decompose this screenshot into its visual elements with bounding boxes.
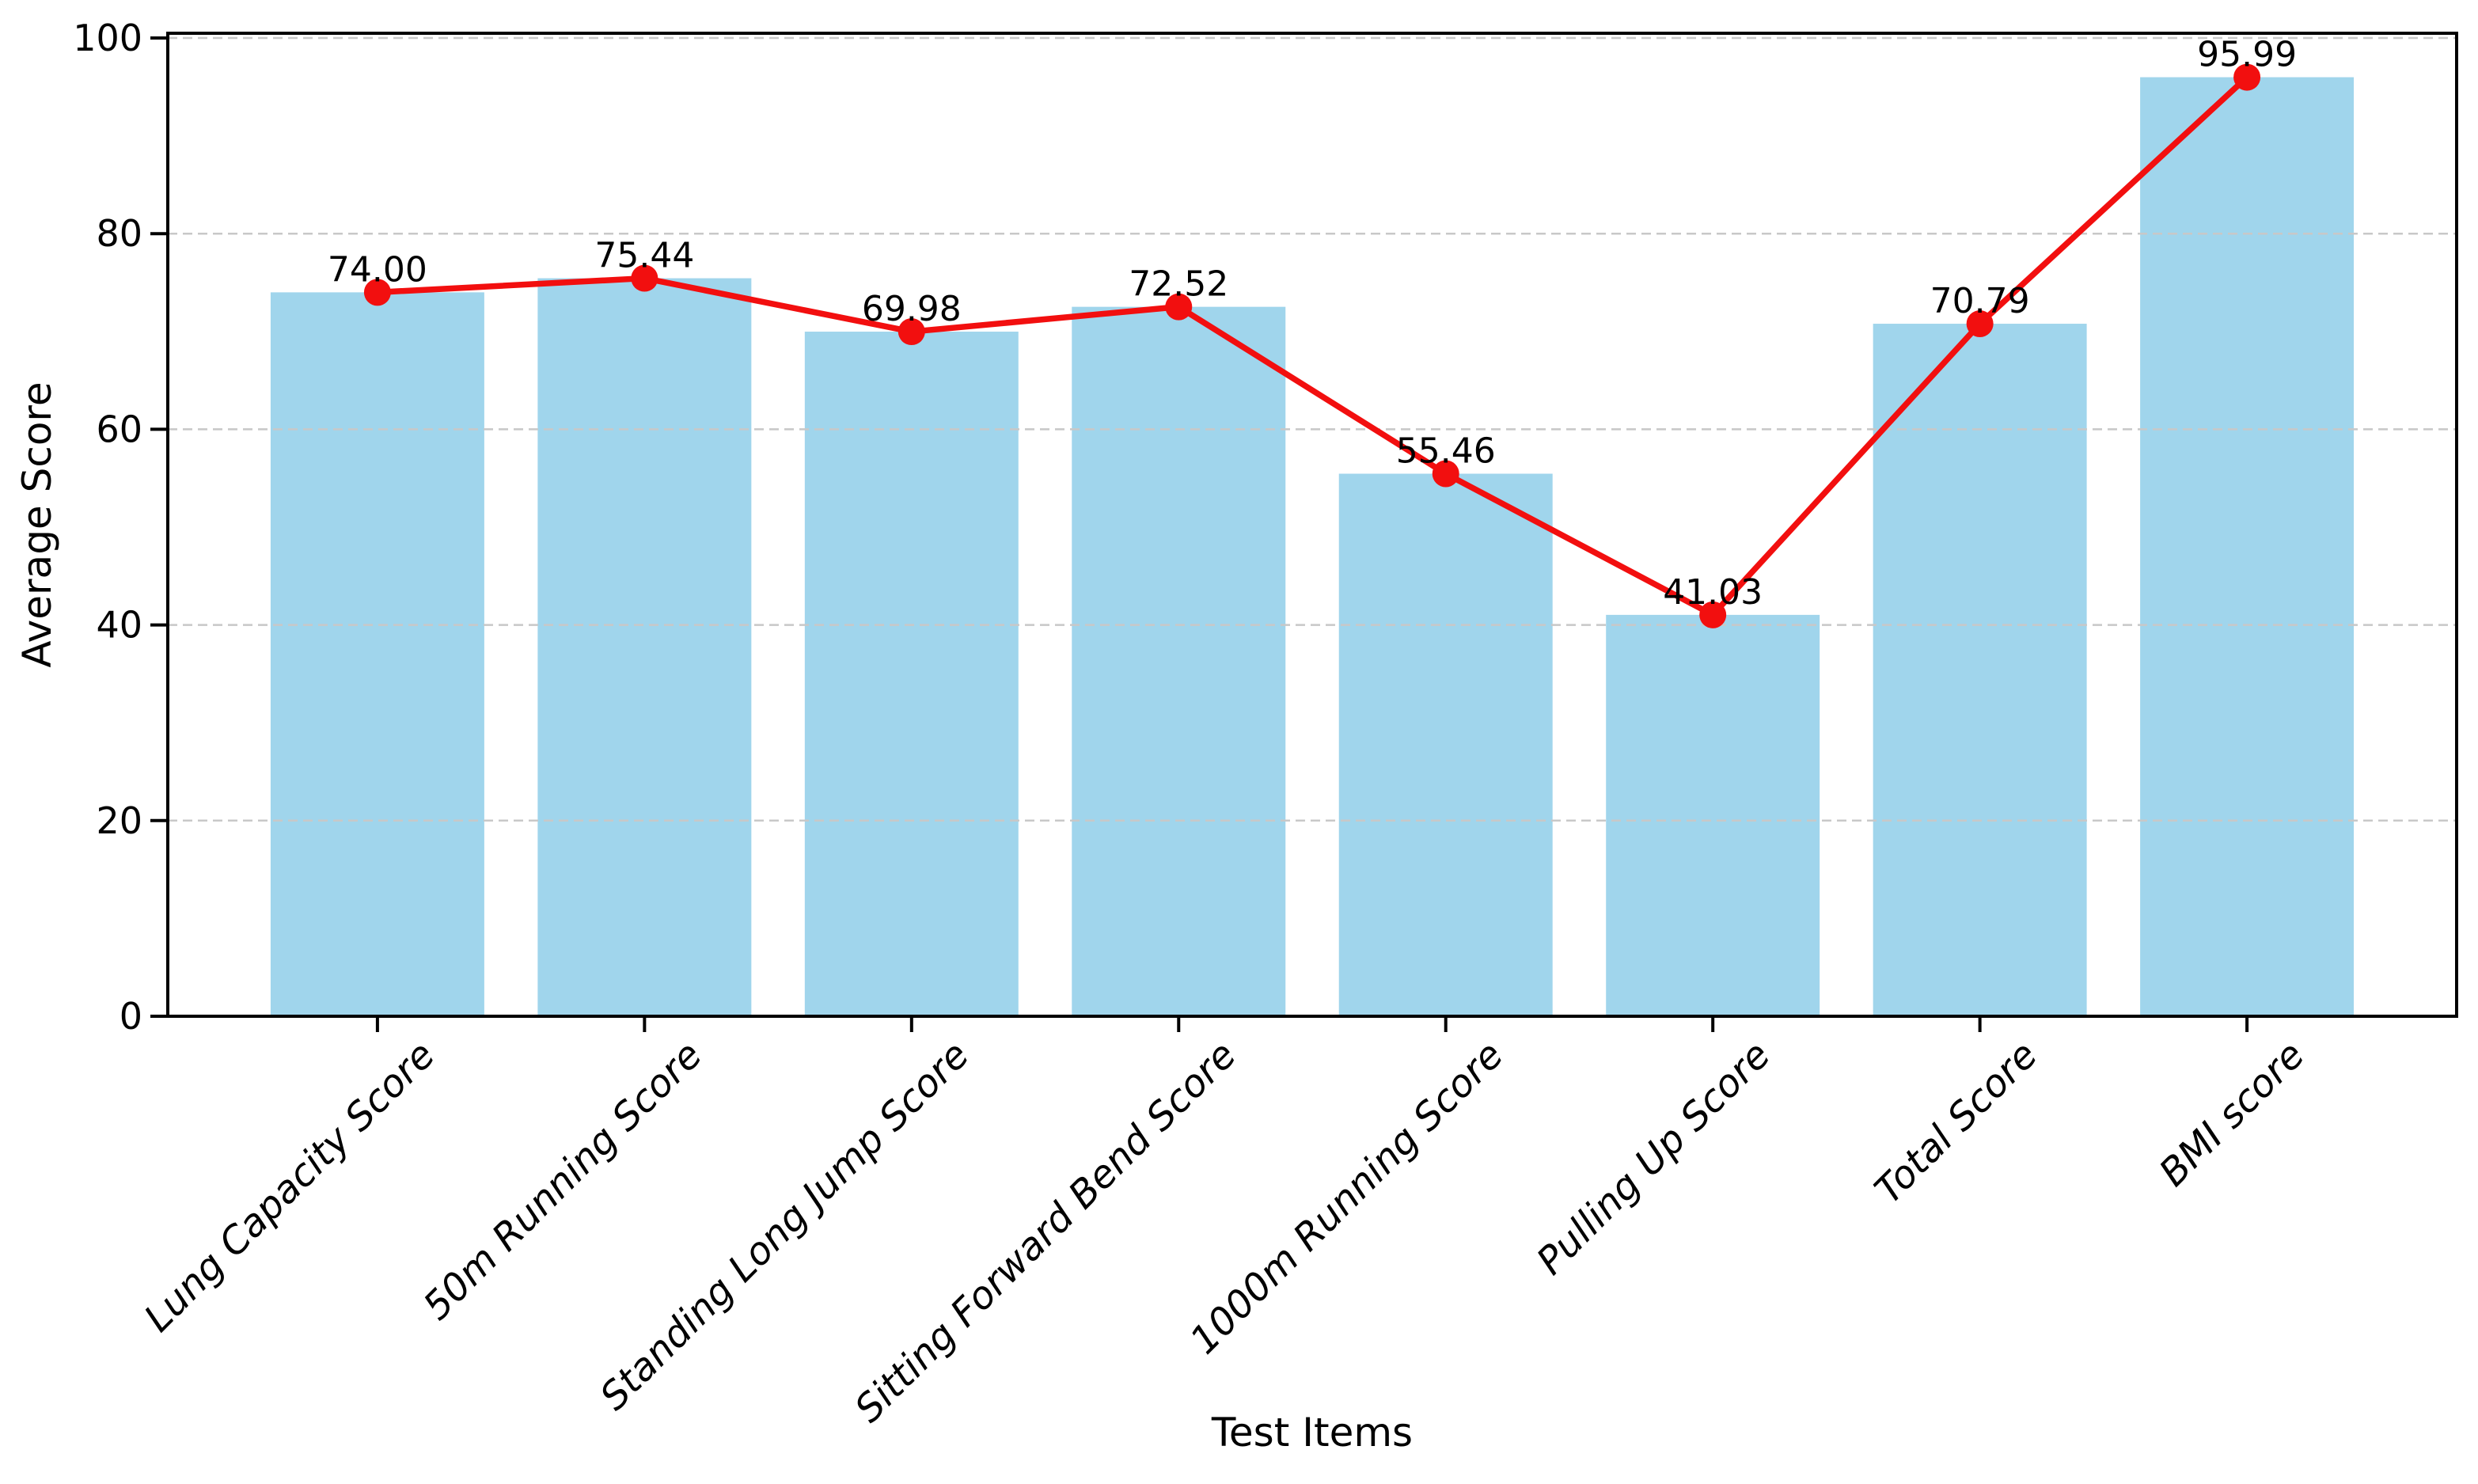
value-label-2: 69.98 — [862, 289, 962, 329]
marker-5 — [1699, 601, 1727, 628]
marker-0 — [363, 279, 391, 306]
bar-7 — [2140, 77, 2355, 1016]
value-label-0: 74.00 — [328, 249, 427, 290]
bar-4 — [1338, 473, 1553, 1016]
bar-5 — [1606, 614, 1820, 1016]
y-tick-label-100: 100 — [73, 17, 142, 59]
y-tick-label-20: 20 — [96, 799, 142, 842]
x-tick-label-7: BMI score — [2151, 1033, 2313, 1195]
bar-3 — [1072, 306, 1286, 1016]
value-label-3: 72.52 — [1129, 264, 1228, 305]
y-tick-label-80: 80 — [96, 212, 142, 255]
marker-4 — [1432, 460, 1459, 488]
plot-border — [166, 32, 2458, 1018]
marker-6 — [1966, 310, 1994, 338]
x-tick-label-4: 1000m Running Score — [1182, 1033, 1512, 1363]
marker-7 — [2233, 63, 2261, 91]
bar-1 — [537, 278, 752, 1016]
marker-3 — [1165, 293, 1193, 321]
bar-0 — [270, 292, 484, 1016]
value-label-1: 75.44 — [594, 236, 694, 276]
marker-2 — [897, 318, 925, 346]
x-tick-label-1: 50m Running Score — [415, 1033, 711, 1329]
bar-2 — [804, 332, 1019, 1016]
data-line — [374, 74, 2250, 618]
y-tick-label-40: 40 — [96, 604, 142, 647]
plot-area: 74.00 75.44 69.98 72.52 55.46 41.03 70.79 95.99… — [73, 17, 2458, 1431]
x-tick-label-5: Pulling Up Score — [1528, 1033, 1779, 1284]
y-axis-title: Average Score — [14, 381, 60, 667]
y-tick-label-60: 60 — [96, 408, 142, 450]
bar-6 — [1873, 324, 2087, 1016]
value-label-4: 55.46 — [1396, 431, 1496, 472]
marker-1 — [631, 264, 658, 292]
x-tick-label-0: Lung Capacity Score — [136, 1033, 444, 1341]
value-label-5: 41.03 — [1663, 572, 1763, 613]
value-label-6: 70.79 — [1930, 281, 2030, 321]
x-tick-label-6: Total Score — [1866, 1033, 2046, 1213]
value-label-7: 95.99 — [2197, 35, 2297, 75]
y-tick-label-0: 0 — [120, 995, 142, 1038]
x-axis-title: Test Items — [1211, 1410, 1413, 1456]
